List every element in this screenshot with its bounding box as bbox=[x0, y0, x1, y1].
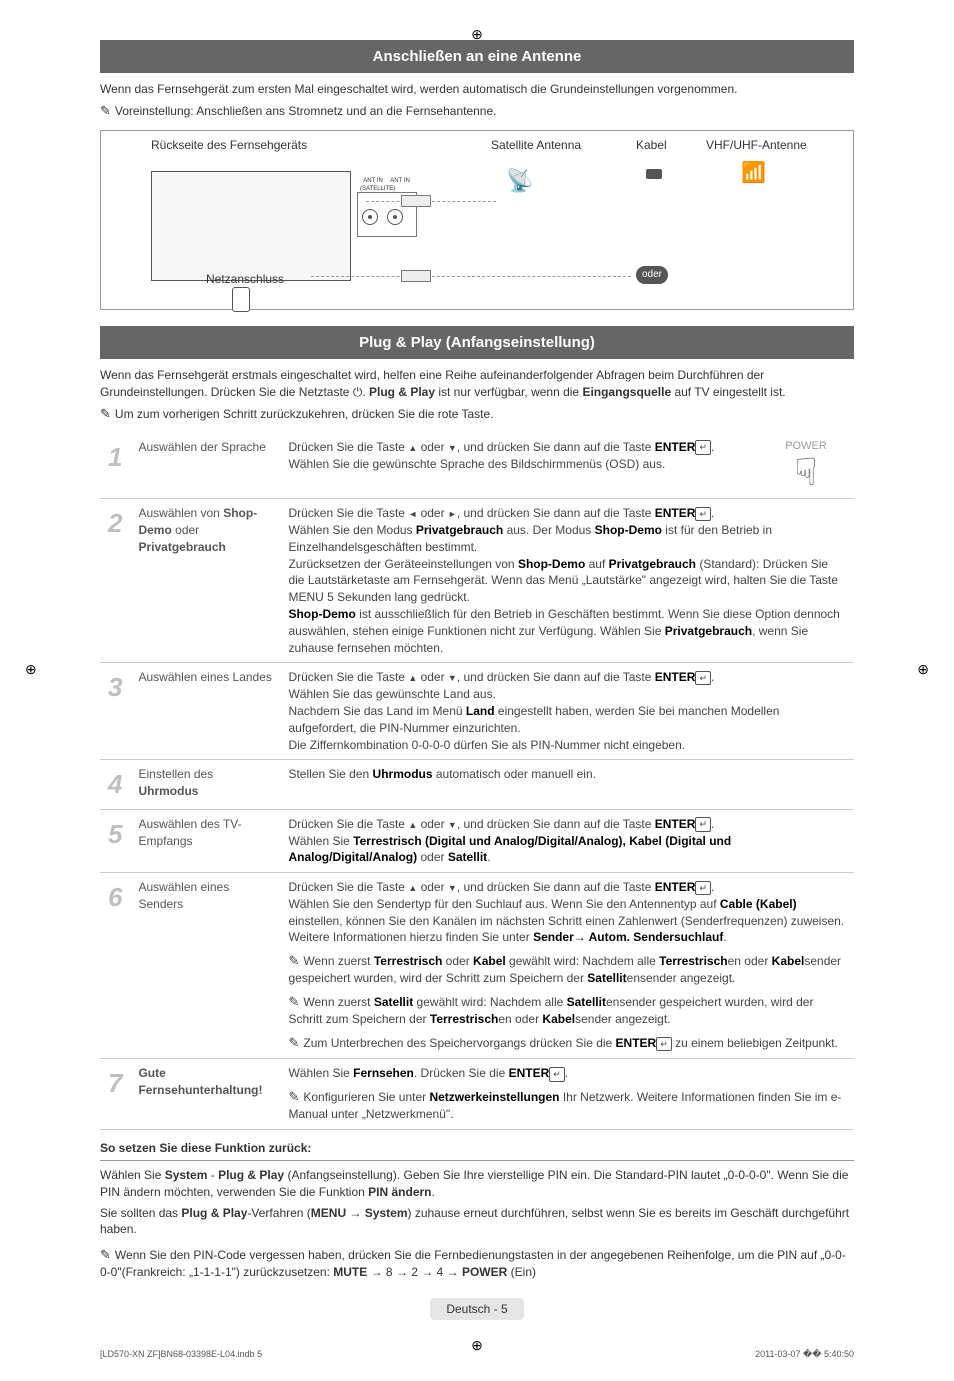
step-title: Auswählen der Sprache bbox=[130, 433, 280, 499]
label-vhf: VHF/UHF-Antenne bbox=[706, 137, 807, 154]
registration-mark-right: ⊕ bbox=[917, 660, 929, 680]
power-symbol-icon bbox=[353, 385, 363, 399]
step-number: 6 bbox=[100, 873, 130, 1059]
port-label-sat: ANT IN (SATELLITE) bbox=[360, 177, 386, 194]
oder-badge: oder bbox=[636, 266, 668, 284]
label-kabel: Kabel bbox=[636, 137, 667, 154]
label-satellite: Satellite Antenna bbox=[491, 137, 581, 154]
table-row: 2Auswählen von Shop-Demo oder Privatgebr… bbox=[100, 499, 854, 663]
satellite-dish-icon: 📡 bbox=[506, 166, 533, 197]
registration-mark-left: ⊕ bbox=[25, 660, 37, 680]
step-number: 1 bbox=[100, 433, 130, 499]
antenna-intro-text: Wenn das Fernsehgerät zum ersten Mal ein… bbox=[100, 81, 854, 98]
registration-mark-bottom: ⊕ bbox=[471, 1336, 483, 1356]
step-title: Gute Fernsehunterhaltung! bbox=[130, 1059, 280, 1130]
connector-icon-1 bbox=[401, 195, 431, 207]
step-description: POWER☟Drücken Sie die Taste oder , und d… bbox=[280, 433, 854, 499]
plugplay-intro-p2b: ist nur verfügbar, wenn die bbox=[435, 385, 582, 399]
page-number: Deutsch - 5 bbox=[100, 1301, 854, 1318]
step-number: 7 bbox=[100, 1059, 130, 1130]
step-title: Auswählen des TV-Empfangs bbox=[130, 809, 280, 872]
hand-pointer-icon: ☟ bbox=[766, 454, 846, 492]
antenna-note: Voreinstellung: Anschließen ans Stromnet… bbox=[100, 102, 854, 120]
step-description: Stellen Sie den Uhrmodus automatisch ode… bbox=[280, 760, 854, 809]
kabel-wall-icon bbox=[646, 169, 662, 179]
steps-table: 1Auswählen der SprachePOWER☟Drücken Sie … bbox=[100, 433, 854, 1130]
step-number: 2 bbox=[100, 499, 130, 663]
step-description: Drücken Sie die Taste oder , und drücken… bbox=[280, 809, 854, 872]
steps-tbody: 1Auswählen der SprachePOWER☟Drücken Sie … bbox=[100, 433, 854, 1130]
step-number: 3 bbox=[100, 663, 130, 760]
vhf-antenna-icon: 📶 bbox=[741, 159, 766, 187]
step-number: 4 bbox=[100, 760, 130, 809]
page-content: Anschließen an eine Antenne Wenn das Fer… bbox=[0, 0, 954, 1348]
power-socket-icon bbox=[232, 287, 250, 312]
table-row: 3Auswählen eines LandesDrücken Sie die T… bbox=[100, 663, 854, 760]
label-tv-back: Rückseite des Fernsehgeräts bbox=[151, 137, 307, 154]
doc-footer-left: [LD570-XN ZF]BN68-03398E-L04.indb 5 bbox=[100, 1348, 262, 1361]
reset-p2: Sie sollten das Plug & Play-Verfahren (M… bbox=[100, 1205, 854, 1239]
step-title: Auswählen eines Landes bbox=[130, 663, 280, 760]
reset-p1: Wählen Sie System - Plug & Play (Anfangs… bbox=[100, 1167, 854, 1201]
connector-icon-2 bbox=[401, 270, 431, 282]
satellite-port-icon bbox=[362, 209, 378, 225]
plugplay-intro-p2c: auf TV eingestellt ist. bbox=[671, 385, 786, 399]
plugplay-intro-b1: Plug & Play bbox=[369, 385, 435, 399]
ant-in-port-icon bbox=[387, 209, 403, 225]
step-title: Auswählen von Shop-Demo oder Privatgebra… bbox=[130, 499, 280, 663]
plugplay-intro-b2: Eingangsquelle bbox=[582, 385, 671, 399]
power-illustration: POWER☟ bbox=[766, 439, 846, 492]
step-description: Drücken Sie die Taste oder , und drücken… bbox=[280, 499, 854, 663]
label-netzanschluss: Netzanschluss bbox=[206, 271, 284, 288]
table-row: 5Auswählen des TV-EmpfangsDrücken Sie di… bbox=[100, 809, 854, 872]
plugplay-intro: Wenn das Fernsehgerät erstmals eingescha… bbox=[100, 367, 854, 401]
step-number: 5 bbox=[100, 809, 130, 872]
cable-line-2 bbox=[311, 276, 631, 277]
step-description: Drücken Sie die Taste oder , und drücken… bbox=[280, 663, 854, 760]
reset-heading: So setzen Sie diese Funktion zurück: bbox=[100, 1140, 854, 1161]
antenna-diagram: Rückseite des Fernsehgeräts ANT IN (SATE… bbox=[100, 130, 854, 310]
table-row: 6Auswählen eines SendersDrücken Sie die … bbox=[100, 873, 854, 1059]
registration-mark-top: ⊕ bbox=[471, 25, 483, 45]
step-title: Auswählen eines Senders bbox=[130, 873, 280, 1059]
plugplay-intro-p2a: . bbox=[362, 385, 369, 399]
step-title: Einstellen des Uhrmodus bbox=[130, 760, 280, 809]
step-description: Drücken Sie die Taste oder , und drücken… bbox=[280, 873, 854, 1059]
doc-footer-right: 2011-03-07 �� 5:40:50 bbox=[755, 1348, 854, 1361]
reset-note: Wenn Sie den PIN-Code vergessen haben, d… bbox=[100, 1246, 854, 1281]
section-header-plugplay: Plug & Play (Anfangseinstellung) bbox=[100, 326, 854, 359]
table-row: 4Einstellen des UhrmodusStellen Sie den … bbox=[100, 760, 854, 809]
step-description: Wählen Sie Fernsehen. Drücken Sie die EN… bbox=[280, 1059, 854, 1130]
tv-back-shape: ANT IN (SATELLITE) ANT IN bbox=[151, 171, 351, 281]
plugplay-note: Um zum vorherigen Schritt zurückzukehren… bbox=[100, 405, 854, 423]
table-row: 7Gute Fernsehunterhaltung!Wählen Sie Fer… bbox=[100, 1059, 854, 1130]
page-number-label: Deutsch - 5 bbox=[430, 1298, 523, 1320]
section-header-antenna: Anschließen an eine Antenne bbox=[100, 40, 854, 73]
cable-line-1 bbox=[366, 201, 496, 202]
port-label-antin: ANT IN bbox=[390, 177, 410, 185]
table-row: 1Auswählen der SprachePOWER☟Drücken Sie … bbox=[100, 433, 854, 499]
